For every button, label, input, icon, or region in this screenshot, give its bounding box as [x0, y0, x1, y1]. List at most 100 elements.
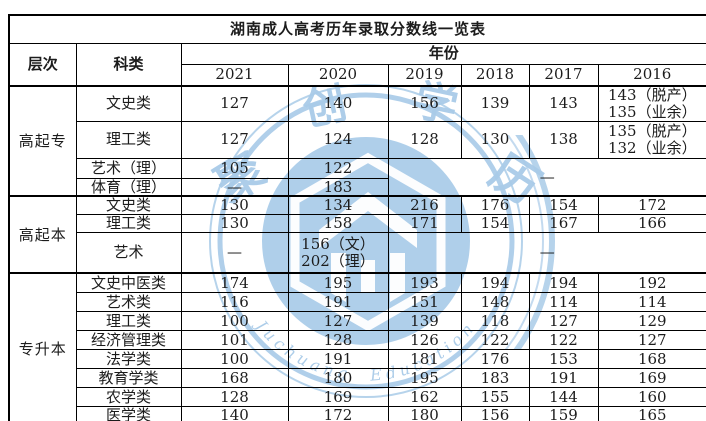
- score-cell: 127: [180, 120, 289, 159]
- score-cell: 105: [180, 157, 289, 179]
- score-cell: 140: [287, 84, 389, 122]
- score-cell: 114: [528, 291, 599, 312]
- level-cell: 高起本: [8, 195, 77, 274]
- category-cell: 文史类: [75, 84, 182, 122]
- score-cell: 127: [528, 310, 599, 331]
- category-cell: 文史类: [75, 195, 182, 216]
- score-cell: 180: [387, 405, 462, 421]
- score-cell: 156: [387, 84, 462, 122]
- score-cell: 183: [287, 177, 389, 197]
- score-cell: 140: [180, 405, 289, 421]
- score-cell: 191: [287, 291, 389, 312]
- score-cell: 128: [287, 329, 389, 350]
- score-cell: 129: [597, 310, 706, 331]
- score-cell: 168: [180, 367, 289, 388]
- score-cell: 159: [528, 405, 599, 421]
- score-cell: 194: [528, 272, 599, 293]
- score-cell: 195: [287, 272, 389, 293]
- score-cell: 128: [387, 120, 462, 159]
- score-cell: 156（文） 202（理）: [287, 231, 389, 274]
- category-cell: 体育（理）: [75, 177, 182, 197]
- score-cell: 158: [287, 214, 389, 233]
- score-cell: 139: [387, 310, 462, 331]
- score-cell: 144: [528, 386, 599, 407]
- score-cell: 174: [180, 272, 289, 293]
- score-cell: 169: [287, 386, 389, 407]
- score-cell: 148: [460, 291, 530, 312]
- year-cell: 2016: [597, 63, 706, 87]
- level-cell: 专升本: [8, 272, 77, 421]
- score-cell: 181: [387, 348, 462, 369]
- category-cell: 文史中医类: [75, 272, 182, 293]
- score-cell: 165: [597, 405, 706, 421]
- score-cell: 162: [387, 386, 462, 407]
- score-cell: 127: [597, 329, 706, 350]
- score-cell: 116: [180, 291, 289, 312]
- score-cell: 138: [528, 120, 599, 159]
- score-cell: 122: [287, 157, 389, 179]
- score-cell: 191: [528, 367, 599, 388]
- score-cell: 155: [460, 386, 530, 407]
- score-cell: 151: [387, 291, 462, 312]
- score-cell: 100: [180, 348, 289, 369]
- score-cell: 130: [180, 195, 289, 216]
- year-cell: 2019: [387, 63, 462, 87]
- score-cell: 127: [180, 84, 289, 122]
- score-cell: 160: [597, 386, 706, 407]
- score-cell: 124: [287, 120, 389, 159]
- category-cell: 经济管理类: [75, 329, 182, 350]
- score-cell: 176: [460, 348, 530, 369]
- score-table: 湖南成人高考历年录取分数线一览表 层次 科类 年份 2021 2020 2019…: [8, 14, 706, 421]
- year-cell: 2018: [460, 63, 530, 87]
- score-cell: 166: [597, 214, 706, 233]
- category-cell: 艺术: [75, 231, 182, 274]
- score-cell: —: [180, 177, 289, 197]
- score-cell: 153: [528, 348, 599, 369]
- category-cell: 理工类: [75, 310, 182, 331]
- score-cell: 168: [597, 348, 706, 369]
- score-cell: 122: [460, 329, 530, 350]
- score-cell: 191: [287, 348, 389, 369]
- score-cell: 216: [387, 195, 462, 216]
- year-cell: 2017: [528, 63, 599, 87]
- score-cell: 130: [180, 214, 289, 233]
- year-header-cell: 年份: [180, 42, 706, 65]
- score-cell: 114: [597, 291, 706, 312]
- merged-dash-cell: —: [387, 231, 706, 274]
- score-cell: 195: [387, 367, 462, 388]
- year-cell: 2020: [287, 63, 389, 87]
- score-cell: 183: [460, 367, 530, 388]
- category-cell: 艺术（理）: [75, 157, 182, 179]
- level-cell: 高起专: [8, 84, 77, 197]
- score-cell: 154: [460, 214, 530, 233]
- score-cell: 156: [460, 405, 530, 421]
- score-cell: 167: [528, 214, 599, 233]
- score-cell: 130: [460, 120, 530, 159]
- year-cell: 2021: [180, 63, 289, 87]
- level-header-cell: 层次: [8, 42, 77, 87]
- category-cell: 农学类: [75, 386, 182, 407]
- score-cell: 172: [287, 405, 389, 421]
- merged-dash-cell: —: [387, 157, 706, 197]
- category-cell: 医学类: [75, 405, 182, 421]
- score-cell: 143（脱产） 135（业余）: [597, 84, 706, 122]
- score-cell: 118: [460, 310, 530, 331]
- score-cell: —: [180, 231, 289, 274]
- score-cell: 180: [287, 367, 389, 388]
- score-cell: 128: [180, 386, 289, 407]
- category-cell: 法学类: [75, 348, 182, 369]
- score-cell: 193: [387, 272, 462, 293]
- score-cell: 126: [387, 329, 462, 350]
- score-cell: 194: [460, 272, 530, 293]
- score-cell: 139: [460, 84, 530, 122]
- score-cell: 143: [528, 84, 599, 122]
- category-cell: 理工类: [75, 120, 182, 159]
- score-cell: 122: [528, 329, 599, 350]
- score-cell: 100: [180, 310, 289, 331]
- category-header-cell: 科类: [75, 42, 182, 87]
- score-cell: 101: [180, 329, 289, 350]
- score-cell: 171: [387, 214, 462, 233]
- score-cell: 172: [597, 195, 706, 216]
- score-cell: 176: [460, 195, 530, 216]
